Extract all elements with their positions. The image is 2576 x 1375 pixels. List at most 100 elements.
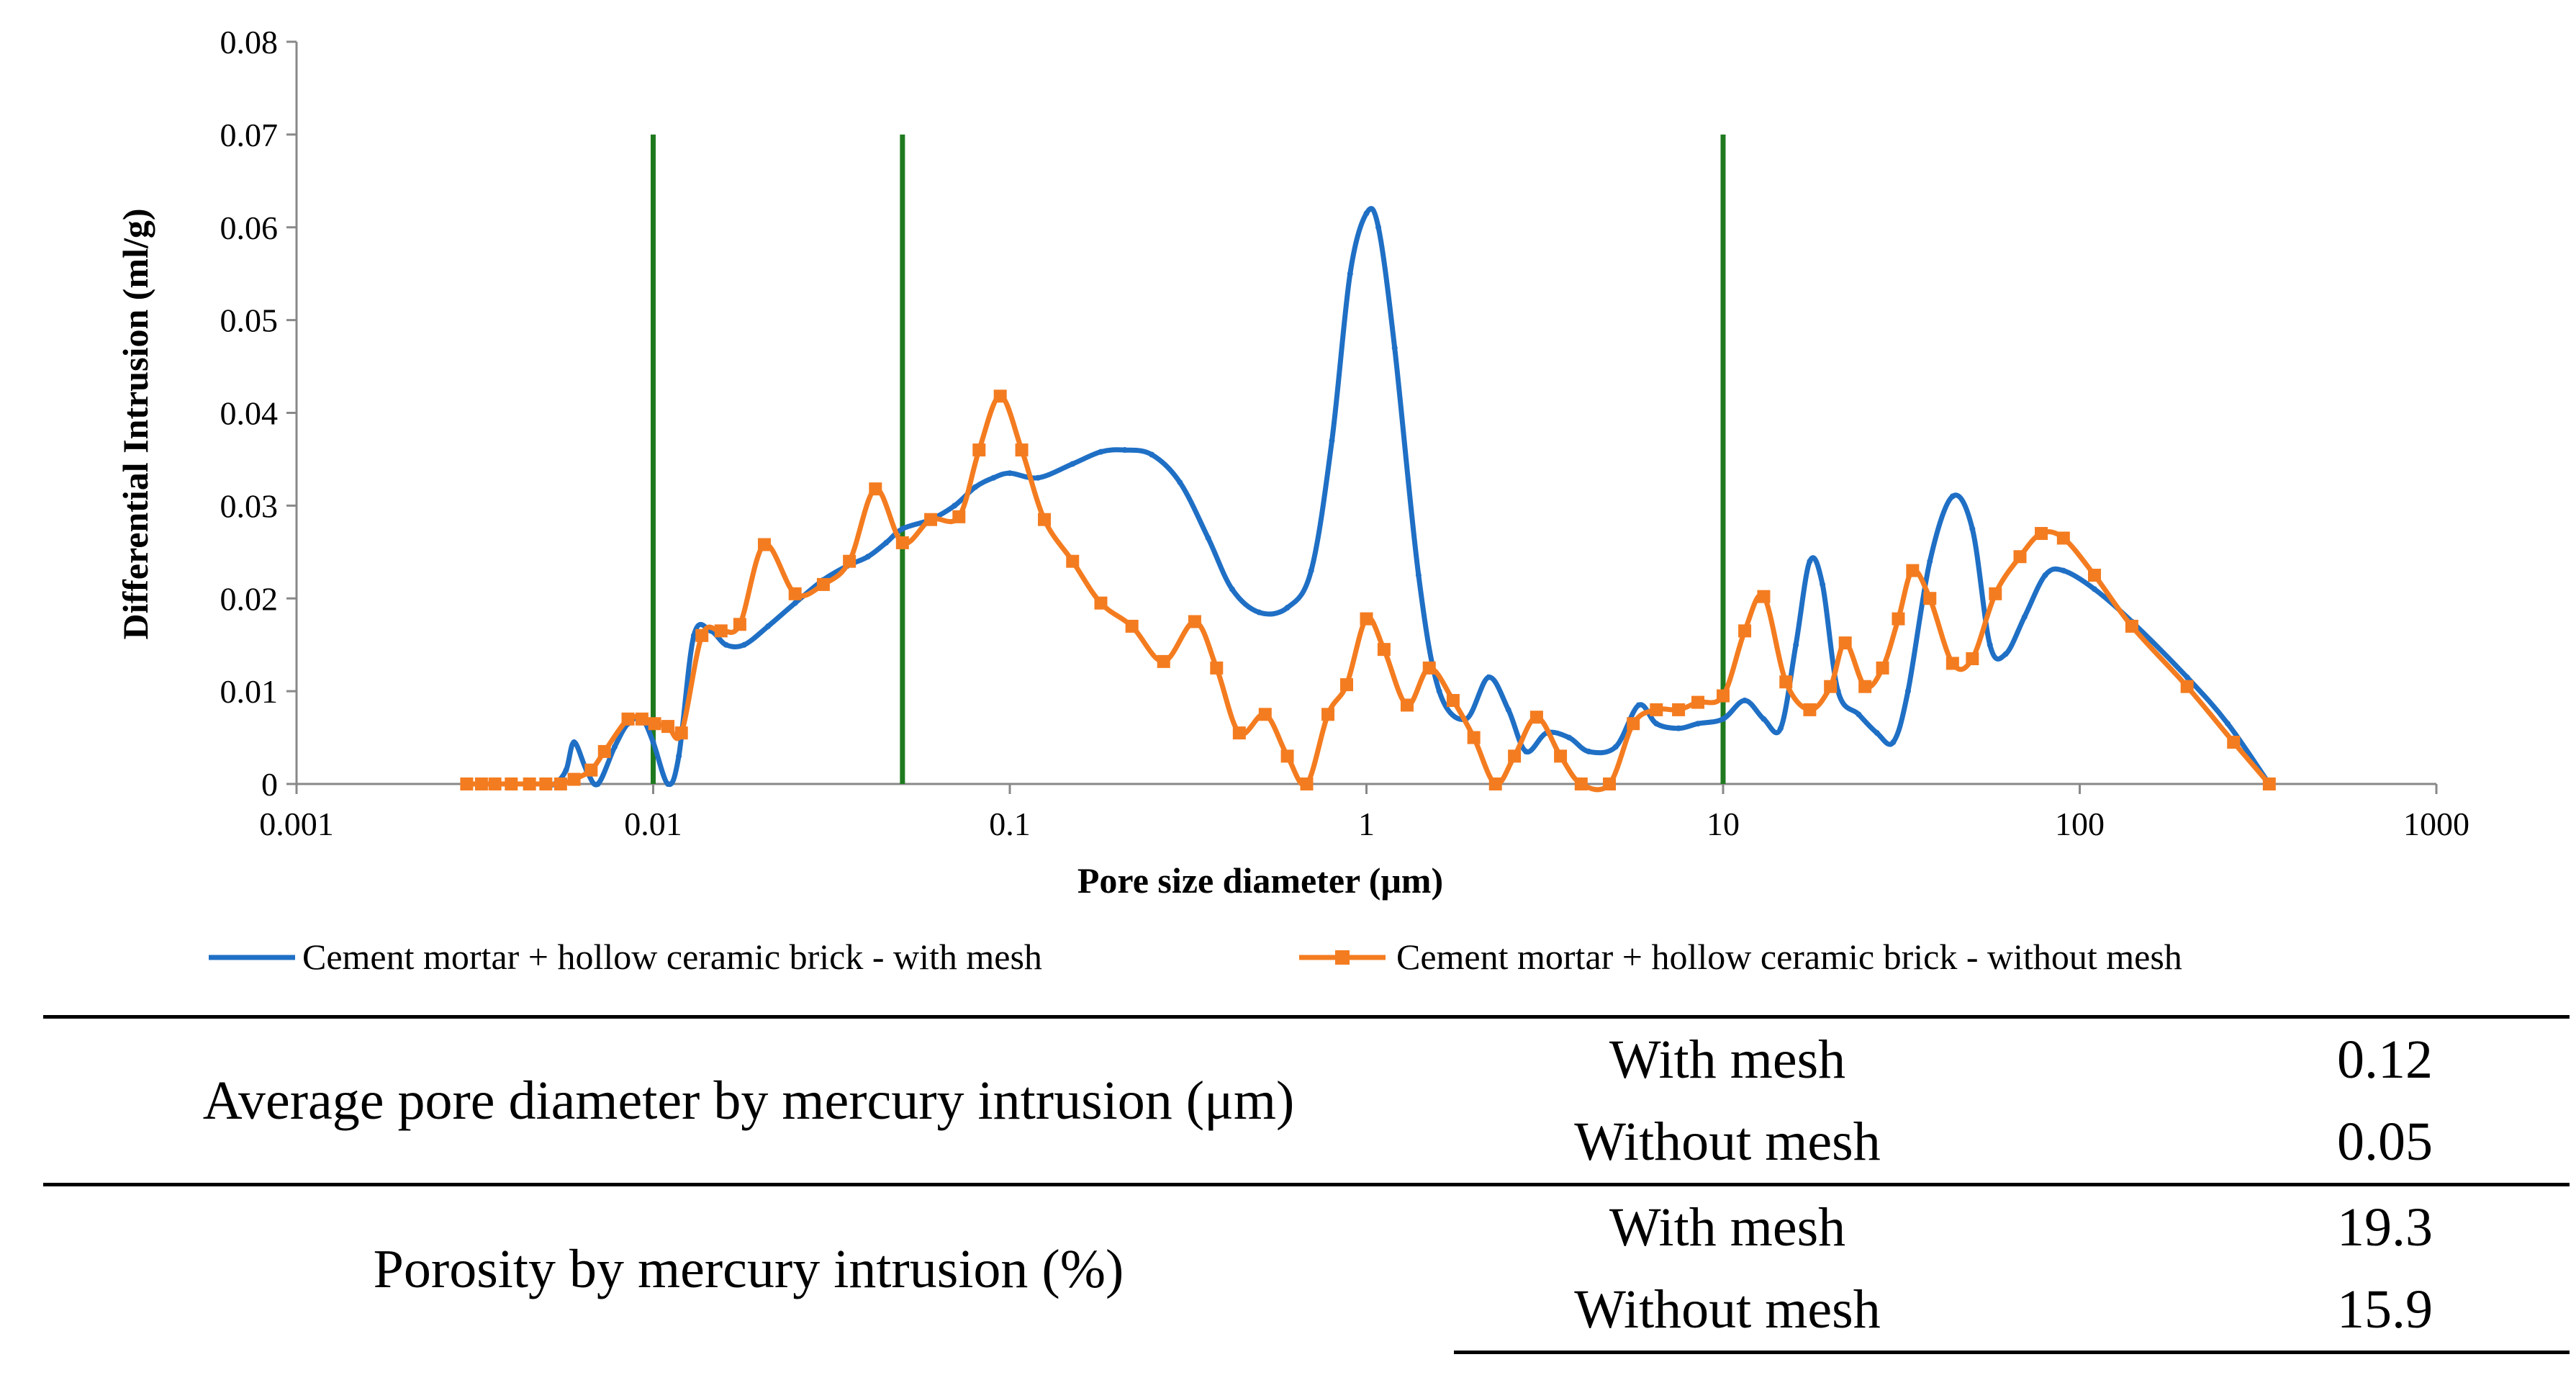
data-point-with-mesh (1720, 716, 1726, 722)
data-point-without-mesh (1858, 680, 1872, 693)
data-point-with-mesh (1612, 744, 1619, 750)
x-tick-label: 0.1 (989, 806, 1031, 842)
data-point-without-mesh (523, 777, 536, 790)
table-row: Without mesh 0.05 (43, 1101, 2570, 1185)
data-point-without-mesh (539, 777, 553, 790)
data-point-without-mesh (1757, 590, 1771, 603)
data-point-with-mesh (723, 641, 729, 648)
condition-cell: Without mesh (1574, 1112, 1881, 1172)
data-point-without-mesh (1258, 708, 1272, 721)
condition-cell: With mesh (1454, 1183, 2001, 1268)
data-point-without-mesh (1779, 675, 1793, 689)
data-point-without-mesh (2088, 569, 2102, 582)
data-point-with-mesh (2225, 721, 2231, 727)
data-point-without-mesh (661, 720, 675, 734)
y-tick-label: 0.08 (220, 24, 279, 60)
y-axis: 0 0.01 0.02 0.03 0.04 0.05 0.06 0.07 0.08 (220, 24, 298, 803)
data-point-with-mesh (612, 744, 618, 750)
y-tick-label: 0.03 (220, 487, 279, 524)
data-point-with-mesh (1586, 748, 1592, 754)
data-point-with-mesh (1070, 461, 1076, 467)
data-point-without-mesh (1672, 703, 1686, 716)
data-point-with-mesh (1856, 711, 1862, 718)
data-point-with-mesh (2184, 674, 2190, 680)
value-cell: 0.12 (2001, 1015, 2570, 1101)
legend-with-mesh-label: Cement mortar + hollow ceramic brick - w… (302, 937, 1042, 977)
y-tick-label: 0.07 (220, 117, 279, 153)
data-point-without-mesh (2013, 550, 2027, 564)
data-point-without-mesh (1650, 703, 1663, 716)
data-point-without-mesh (2227, 736, 2241, 749)
data-point-without-mesh (1125, 619, 1139, 633)
data-point-without-mesh (1422, 661, 1436, 675)
y-tick-label: 0.04 (220, 395, 279, 432)
data-point-with-mesh (1949, 493, 1956, 500)
data-point-with-mesh (972, 484, 978, 490)
data-point-with-mesh (741, 641, 747, 648)
data-point-without-mesh (1467, 731, 1481, 744)
data-point-without-mesh (1210, 661, 1224, 675)
data-point-without-mesh (924, 513, 938, 526)
data-point-without-mesh (788, 587, 802, 600)
data-point-with-mesh (1653, 721, 1660, 727)
x-tick-label: 0.001 (259, 806, 334, 842)
data-point-with-mesh (864, 554, 871, 560)
y-tick-label: 0 (261, 766, 278, 803)
data-point-with-mesh (1486, 674, 1492, 680)
value-cell: 0.05 (2337, 1112, 2433, 1172)
data-point-with-mesh (1375, 224, 1382, 230)
data-point-without-mesh (474, 777, 488, 790)
data-point-without-mesh (1508, 749, 1522, 763)
data-point-without-mesh (1945, 657, 1959, 670)
data-point-with-mesh (2092, 586, 2098, 592)
data-point-without-mesh (2035, 527, 2048, 541)
value-cell: 15.9 (2001, 1268, 2570, 1354)
data-point-without-mesh (1627, 717, 1640, 731)
data-point-with-mesh (1436, 688, 1442, 695)
data-point-with-mesh (1761, 716, 1767, 722)
y-tick-label: 0.02 (220, 580, 279, 617)
data-point-with-mesh (595, 781, 601, 787)
data-point-without-mesh (1188, 615, 1201, 628)
data-point-with-mesh (1777, 725, 1784, 731)
chart-legend: Cement mortar + hollow ceramic brick - w… (209, 937, 2182, 977)
data-point-with-mesh (1035, 474, 1041, 481)
data-point-without-mesh (1554, 749, 1568, 763)
data-point-with-mesh (1256, 609, 1262, 616)
data-point-with-mesh (2060, 567, 2066, 574)
data-point-with-mesh (899, 526, 905, 532)
data-point-with-mesh (1391, 345, 1398, 351)
data-point-with-mesh (1229, 586, 1235, 592)
data-point-without-mesh (972, 443, 986, 457)
data-point-without-mesh (597, 744, 611, 758)
value-cell: 19.3 (2001, 1183, 2570, 1268)
data-point-without-mesh (1400, 698, 1414, 712)
data-point-without-mesh (1824, 680, 1838, 693)
data-point-with-mesh (990, 474, 997, 481)
data-point-without-mesh (553, 777, 567, 790)
x-tick-label: 1 (1358, 806, 1375, 842)
data-point-without-mesh (1321, 708, 1335, 721)
data-point-with-mesh (1676, 725, 1682, 731)
table-row: Porosity by mercury intrusion (%) With m… (43, 1183, 2570, 1353)
data-point-without-mesh (1892, 612, 1905, 626)
data-point-without-mesh (1066, 554, 1080, 568)
condition-cell: With mesh (1454, 1015, 2001, 1101)
data-point-with-mesh (1308, 567, 1314, 574)
parameter-cell: Average pore diameter by mercury intrusi… (43, 1015, 1454, 1185)
data-point-without-mesh (1691, 695, 1705, 709)
data-point-without-mesh (757, 538, 771, 551)
data-point-with-mesh (1742, 698, 1748, 704)
data-point-without-mesh (1280, 749, 1294, 763)
data-point-without-mesh (1923, 592, 1937, 605)
x-tick-label: 100 (2055, 806, 2105, 842)
data-point-with-mesh (563, 767, 569, 773)
summary-table: Average pore diameter by mercury intrusi… (43, 1015, 2570, 1354)
data-point-without-mesh (1574, 777, 1588, 790)
data-point-without-mesh (1232, 726, 1246, 740)
data-point-with-mesh (1927, 558, 1933, 564)
data-point-with-mesh (765, 623, 772, 629)
condition-cell: Without mesh (1454, 1268, 2001, 1354)
data-point-without-mesh (1876, 661, 1889, 675)
data-point-without-mesh (1360, 612, 1373, 626)
